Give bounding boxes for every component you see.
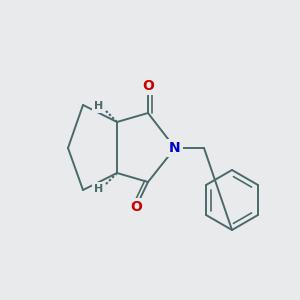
Text: H: H [94, 101, 103, 111]
Text: O: O [130, 200, 142, 214]
Text: N: N [169, 141, 181, 155]
Text: O: O [142, 79, 154, 93]
Text: H: H [94, 184, 103, 194]
